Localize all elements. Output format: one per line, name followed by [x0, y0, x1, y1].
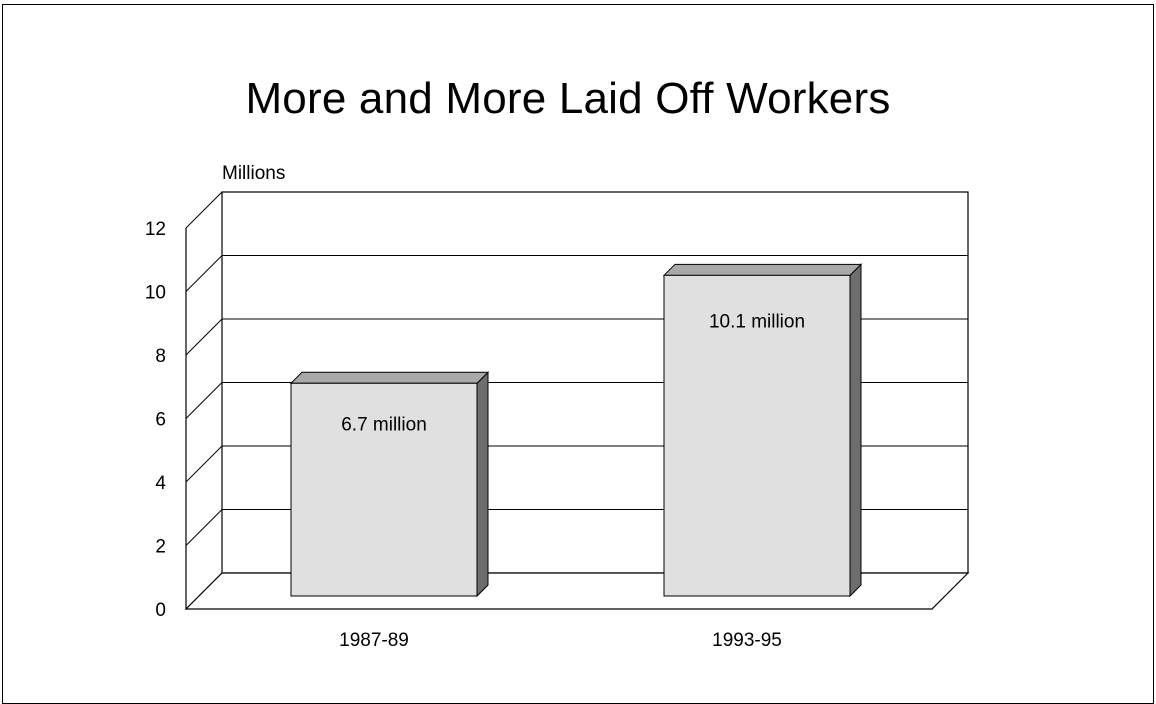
- side-wall-gridline: [185, 255, 223, 292]
- bar-side: [849, 263, 862, 598]
- y-tick-label: 12: [145, 219, 166, 240]
- bar: [663, 274, 851, 597]
- chart-title: More and More Laid Off Workers: [245, 74, 891, 123]
- y-tick-label: 8: [155, 346, 166, 367]
- y-tick-label: 2: [155, 537, 166, 558]
- side-wall-gridline: [185, 191, 223, 229]
- bar-top: [289, 371, 490, 384]
- bar: [290, 382, 478, 597]
- side-wall-gridline: [185, 509, 223, 546]
- x-category-label: 1987-89: [339, 630, 409, 651]
- bar-side: [476, 371, 489, 598]
- y-tick-label: 4: [155, 473, 166, 494]
- side-wall-gridline: [185, 445, 223, 483]
- bar-data-label: 6.7 million: [341, 414, 427, 435]
- bar-data-label: 10.1 million: [709, 311, 805, 332]
- y-tick-label: 6: [155, 410, 166, 431]
- side-wall-gridline: [185, 318, 223, 356]
- side-wall-gridline: [185, 382, 223, 419]
- bar-top: [662, 263, 863, 276]
- y-axis-unit-label: Millions: [222, 163, 286, 184]
- y-tick-label: 0: [155, 600, 166, 621]
- x-category-label: 1993-95: [712, 630, 782, 651]
- y-tick-label: 10: [145, 283, 166, 304]
